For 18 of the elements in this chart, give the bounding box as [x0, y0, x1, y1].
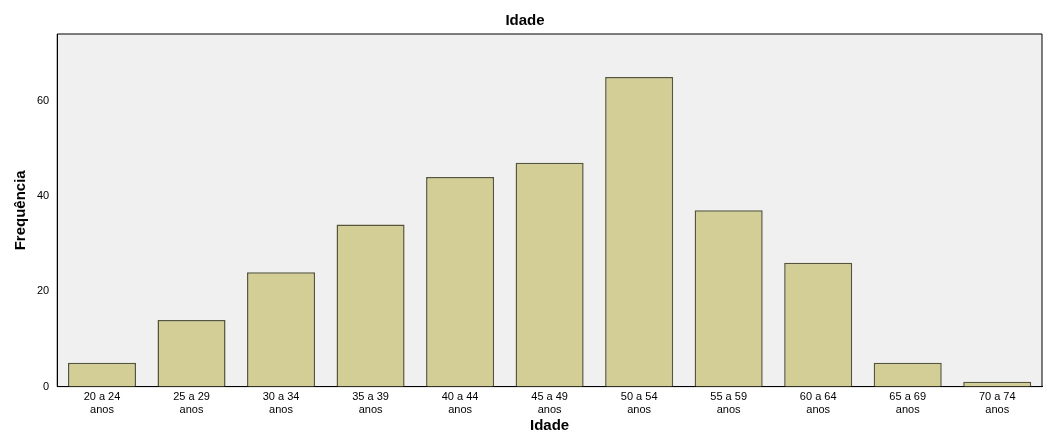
- x-tick-label: 30 a 34 anos: [262, 390, 300, 416]
- x-tick-label: 45 a 49 anos: [531, 390, 568, 416]
- x-tick-label: 65 a 69 anos: [889, 390, 927, 416]
- y-tick-label: 20: [36, 284, 50, 297]
- x-tick-label: 20 a 24 anos: [83, 390, 121, 416]
- x-tick-label: 50 a 54 anos: [620, 390, 658, 416]
- x-tick-label: 70 a 74 anos: [978, 390, 1016, 416]
- x-axis-title: Idade: [530, 416, 570, 434]
- y-tick-label: 0: [43, 379, 50, 392]
- y-axis-title: Frequência: [11, 169, 29, 251]
- x-tick-label: 40 a 44 anos: [441, 390, 479, 416]
- x-tick-label: 35 a 39 anos: [352, 390, 389, 416]
- chart-title: Idade: [505, 11, 545, 29]
- y-tick-label: 60: [36, 93, 50, 106]
- x-tick-label: 25 a 29 anos: [173, 390, 210, 416]
- x-tick-label: 55 a 59 anos: [710, 390, 748, 416]
- x-tick-label: 60 a 64 anos: [799, 390, 837, 416]
- y-tick-label: 40: [36, 189, 50, 202]
